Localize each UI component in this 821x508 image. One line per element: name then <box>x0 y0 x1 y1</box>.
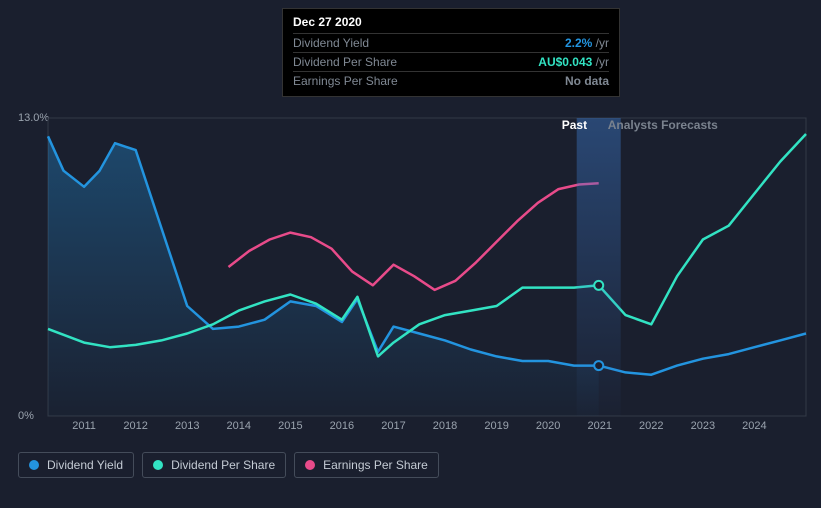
tooltip-row: Dividend Per Share AU$0.043 /yr <box>293 52 609 71</box>
x-tick-label: 2012 <box>123 420 147 432</box>
x-tick-label: 2018 <box>433 420 457 432</box>
tooltip-metric-label: Dividend Per Share <box>293 55 397 69</box>
legend-item-dividend_yield[interactable]: Dividend Yield <box>18 452 134 478</box>
y-tick-label: 0% <box>18 410 32 422</box>
x-tick-label: 2022 <box>639 420 663 432</box>
tooltip-row: Earnings Per Share No data <box>293 71 609 90</box>
legend-item-dividend_per_share[interactable]: Dividend Per Share <box>142 452 286 478</box>
x-tick-label: 2016 <box>330 420 354 432</box>
legend-label: Dividend Yield <box>47 458 123 472</box>
cursor-dot-dividend_per_share <box>594 281 603 290</box>
dividend-chart[interactable]: 0% 13.0% Past Analysts Forecasts 2011 2012… <box>18 100 808 440</box>
tooltip-date: Dec 27 2020 <box>293 15 609 33</box>
x-tick-label: 2023 <box>691 420 715 432</box>
legend-item-earnings_per_share[interactable]: Earnings Per Share <box>294 452 439 478</box>
y-tick-label: 13.0% <box>18 112 32 124</box>
legend-label: Dividend Per Share <box>171 458 275 472</box>
x-tick-label: 2024 <box>742 420 766 432</box>
x-tick-label: 2013 <box>175 420 199 432</box>
tooltip-metric-label: Earnings Per Share <box>293 74 398 88</box>
x-tick-label: 2017 <box>381 420 405 432</box>
x-tick-label: 2021 <box>587 420 611 432</box>
legend-swatch-icon <box>305 460 315 470</box>
x-axis-ticks: 2011 2012 2013 2014 2015 2016 2017 2018 2019 2020… <box>48 420 806 440</box>
forecast-region-label: Analysts Forecasts <box>608 118 718 132</box>
legend: Dividend Yield Dividend Per Share Earnings… <box>18 452 439 478</box>
x-tick-label: 2019 <box>484 420 508 432</box>
legend-swatch-icon <box>29 460 39 470</box>
series-earnings_per_share <box>229 183 599 290</box>
x-tick-label: 2011 <box>72 420 96 432</box>
chart-tooltip: Dec 27 2020 Dividend Yield2.2% /yrDivide… <box>282 8 620 97</box>
tooltip-metric-value: No data <box>565 74 609 88</box>
x-tick-label: 2015 <box>278 420 302 432</box>
tooltip-row: Dividend Yield 2.2% /yr <box>293 33 609 52</box>
tooltip-metric-label: Dividend Yield <box>293 36 369 50</box>
tooltip-metric-value: 2.2% /yr <box>565 36 609 50</box>
plot-area[interactable] <box>48 118 806 416</box>
legend-swatch-icon <box>153 460 163 470</box>
cursor-dot-dividend_yield <box>594 361 603 370</box>
x-tick-label: 2020 <box>536 420 560 432</box>
legend-label: Earnings Per Share <box>323 458 428 472</box>
tooltip-metric-value: AU$0.043 /yr <box>538 55 609 69</box>
past-region-label: Past <box>562 118 587 132</box>
x-tick-label: 2014 <box>227 420 251 432</box>
